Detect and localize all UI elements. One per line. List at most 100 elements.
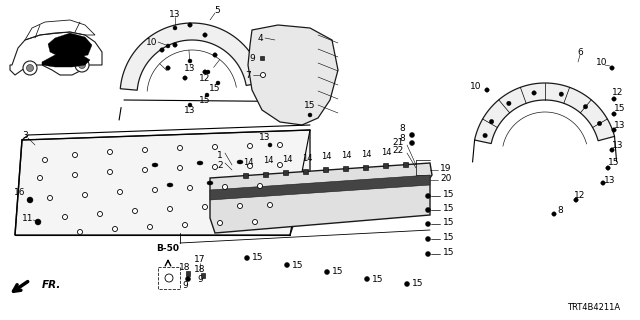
Bar <box>243 173 248 178</box>
Circle shape <box>278 142 282 148</box>
Circle shape <box>559 92 563 96</box>
Polygon shape <box>48 33 92 58</box>
Text: B-50: B-50 <box>157 244 179 252</box>
Circle shape <box>410 140 415 146</box>
Circle shape <box>177 165 182 171</box>
Circle shape <box>188 186 193 190</box>
Text: 15: 15 <box>252 253 264 262</box>
Circle shape <box>426 221 431 227</box>
Circle shape <box>108 149 113 155</box>
Circle shape <box>75 58 89 72</box>
Circle shape <box>63 214 67 220</box>
Text: 7: 7 <box>245 70 251 79</box>
Circle shape <box>574 198 578 202</box>
Text: 15: 15 <box>199 95 211 105</box>
Text: 15: 15 <box>443 247 454 257</box>
Text: 4: 4 <box>257 34 263 43</box>
Circle shape <box>257 183 262 188</box>
Circle shape <box>203 70 207 74</box>
Text: 14: 14 <box>321 152 332 161</box>
Circle shape <box>248 143 253 148</box>
Circle shape <box>410 132 415 138</box>
Text: 10: 10 <box>147 37 157 46</box>
Ellipse shape <box>152 163 158 167</box>
Circle shape <box>188 59 192 63</box>
Circle shape <box>268 203 273 207</box>
Circle shape <box>23 61 37 75</box>
Text: 15: 15 <box>292 260 304 269</box>
Text: 14: 14 <box>263 156 273 165</box>
Circle shape <box>47 196 52 201</box>
Text: 3: 3 <box>22 131 28 140</box>
Circle shape <box>485 88 489 92</box>
Text: 13: 13 <box>169 10 180 19</box>
Circle shape <box>253 220 257 225</box>
Bar <box>303 169 307 174</box>
Text: 15: 15 <box>412 279 424 289</box>
Circle shape <box>166 44 170 48</box>
Text: 16: 16 <box>14 188 26 196</box>
Text: 8: 8 <box>399 124 405 132</box>
Circle shape <box>147 225 152 229</box>
Circle shape <box>27 197 33 203</box>
Circle shape <box>610 148 614 152</box>
Polygon shape <box>120 23 263 90</box>
Text: 14: 14 <box>301 154 312 163</box>
Text: 21: 21 <box>392 138 404 147</box>
Circle shape <box>404 282 410 286</box>
Circle shape <box>610 66 614 70</box>
Text: 9: 9 <box>197 276 203 284</box>
Bar <box>262 172 268 177</box>
Circle shape <box>206 70 210 74</box>
Text: 14: 14 <box>381 148 391 157</box>
Circle shape <box>244 255 250 260</box>
Text: 12: 12 <box>612 87 624 97</box>
Text: 15: 15 <box>304 100 316 109</box>
Circle shape <box>72 172 77 178</box>
Circle shape <box>35 219 41 225</box>
Text: 12: 12 <box>574 190 586 199</box>
Circle shape <box>182 222 188 228</box>
Circle shape <box>202 204 207 210</box>
Text: TRT4B4211A: TRT4B4211A <box>567 303 620 313</box>
Text: 13: 13 <box>604 175 616 185</box>
Polygon shape <box>248 25 338 125</box>
Circle shape <box>186 276 191 282</box>
Circle shape <box>308 113 312 117</box>
Bar <box>383 163 387 168</box>
Circle shape <box>77 229 83 235</box>
Text: 22: 22 <box>392 146 404 155</box>
Circle shape <box>160 48 164 52</box>
Text: 15: 15 <box>614 103 626 113</box>
Text: 13: 13 <box>612 140 624 149</box>
Circle shape <box>132 209 138 213</box>
Circle shape <box>165 274 173 282</box>
Text: 1: 1 <box>217 150 223 159</box>
Text: 10: 10 <box>596 58 608 67</box>
Circle shape <box>216 81 220 85</box>
Circle shape <box>268 143 272 147</box>
Circle shape <box>42 157 47 163</box>
Circle shape <box>552 212 556 216</box>
Bar <box>403 162 408 167</box>
Circle shape <box>203 33 207 37</box>
Circle shape <box>597 121 602 126</box>
Circle shape <box>218 220 223 226</box>
Text: 15: 15 <box>209 84 221 92</box>
Text: 15: 15 <box>443 189 454 198</box>
Circle shape <box>285 262 289 268</box>
Polygon shape <box>42 53 90 67</box>
Text: 15: 15 <box>443 233 454 242</box>
Circle shape <box>532 91 536 95</box>
Text: 18: 18 <box>195 266 205 275</box>
Circle shape <box>278 163 282 167</box>
Text: 13: 13 <box>184 63 196 73</box>
Circle shape <box>177 146 182 150</box>
Circle shape <box>188 103 192 107</box>
Circle shape <box>26 65 33 71</box>
Text: 20: 20 <box>440 173 451 182</box>
Text: 11: 11 <box>22 213 34 222</box>
Circle shape <box>212 164 218 170</box>
Ellipse shape <box>167 183 173 187</box>
Circle shape <box>507 101 511 106</box>
